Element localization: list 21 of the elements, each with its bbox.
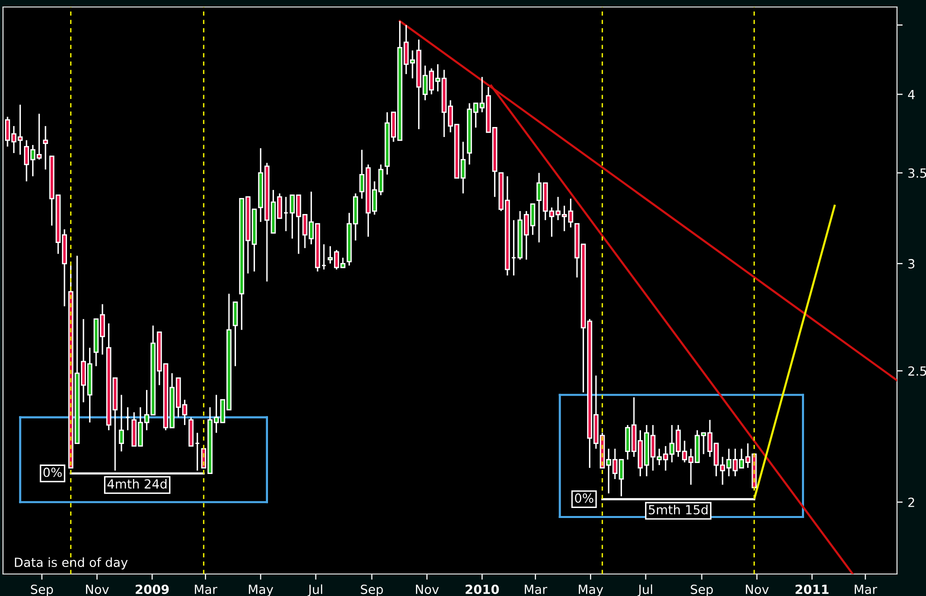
x-tick-label: 2010 bbox=[466, 584, 499, 594]
x-tick-label: Nov bbox=[86, 584, 109, 594]
x-tick-label: Mar bbox=[194, 584, 218, 594]
annotation: 4mth 24d bbox=[107, 478, 166, 489]
x-tick-label: 2011 bbox=[796, 584, 829, 594]
y-tick-label: 3 bbox=[908, 259, 914, 268]
x-tick-label: Mar bbox=[524, 584, 548, 594]
y-tick-label: 2 bbox=[908, 498, 914, 507]
x-tick-label: Nov bbox=[746, 584, 769, 594]
x-tick-label: Jul bbox=[638, 584, 652, 596]
annotation: Data is end of day bbox=[14, 557, 128, 570]
annotation: 5mth 15d bbox=[648, 504, 708, 514]
annotation: 0% bbox=[574, 493, 594, 503]
y-tick-label: 4 bbox=[908, 90, 915, 100]
x-tick-label: Jul bbox=[308, 584, 322, 596]
y-tick-label: 2.5 bbox=[908, 366, 926, 376]
x-tick-label: 2009 bbox=[136, 584, 169, 594]
y-tick-label: 3.5 bbox=[908, 168, 926, 178]
annotation: 0% bbox=[43, 468, 62, 478]
x-tick-label: Mar bbox=[854, 584, 878, 594]
x-tick-label: Nov bbox=[416, 584, 439, 594]
